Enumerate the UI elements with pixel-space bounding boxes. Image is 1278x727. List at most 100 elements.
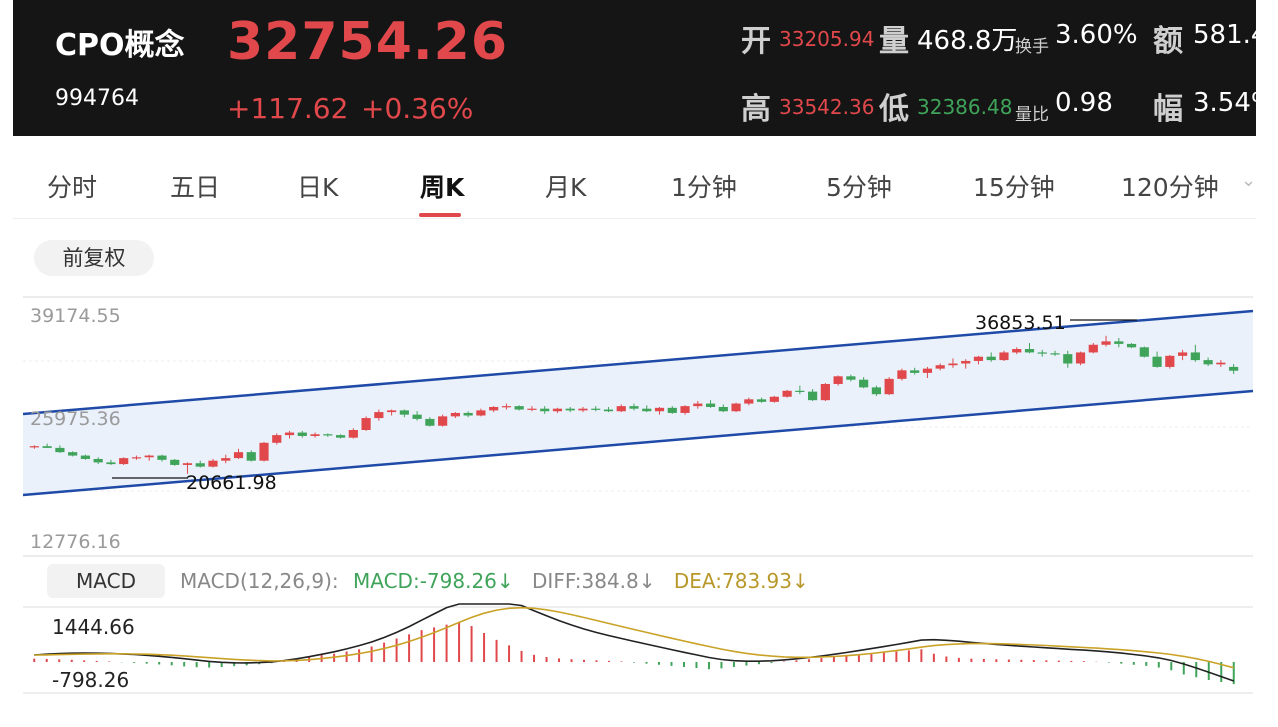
- macd-histogram: [33, 622, 1235, 685]
- chevron-down-icon[interactable]: ⌄: [1241, 170, 1257, 191]
- candle-body: [131, 457, 142, 459]
- candle-body: [654, 407, 665, 412]
- high-value: 33542.36: [779, 95, 875, 119]
- candle-body: [195, 463, 205, 467]
- candle-body: [629, 406, 639, 409]
- candle-body: [935, 365, 945, 369]
- candle-body: [1088, 344, 1098, 353]
- candle-body: [999, 352, 1009, 361]
- axis-label-mid: 25975.36: [30, 408, 121, 430]
- candle-body: [616, 406, 626, 412]
- candle-body: [527, 408, 537, 410]
- price-change: +117.62: [227, 92, 349, 125]
- low-annotation: 20661.98: [186, 472, 277, 494]
- high-label: 高: [741, 92, 771, 127]
- candle-body: [769, 396, 779, 402]
- open-label: 开: [741, 24, 771, 59]
- candle-body: [55, 447, 65, 453]
- price-change-pct: +0.36%: [361, 92, 474, 125]
- candlesticks: [29, 335, 1239, 474]
- tab-five-day[interactable]: 五日: [170, 173, 221, 202]
- candle-body: [859, 379, 869, 388]
- candle-body: [438, 416, 448, 426]
- candle-body: [591, 408, 601, 410]
- candle-body: [221, 458, 231, 461]
- macd-axis-top: 1444.66: [52, 615, 135, 639]
- candle-body: [910, 370, 920, 373]
- candle-body: [820, 383, 830, 401]
- candle-body: [489, 406, 499, 411]
- candle-body: [233, 452, 244, 459]
- tab-15-minute[interactable]: 15分钟: [973, 173, 1055, 202]
- candle-body: [795, 390, 805, 392]
- price-adjust-button[interactable]: 前复权: [34, 240, 154, 276]
- candle-body: [986, 356, 996, 361]
- candle-body: [412, 414, 422, 419]
- macd-indicator-button[interactable]: MACD: [47, 564, 165, 598]
- period-tabs: 分时 五日 日K 周K 月K 1分钟 5分钟 15分钟 120分钟 ⌄: [13, 150, 1256, 219]
- candle-body: [80, 455, 91, 459]
- candle-body: [93, 458, 103, 463]
- candle-body: [1165, 355, 1175, 367]
- candle-body: [476, 410, 486, 416]
- candle-body: [718, 406, 728, 412]
- tab-daily-k[interactable]: 日K: [297, 173, 339, 202]
- candle-body: [106, 462, 116, 465]
- volume-ratio-value: 0.98: [1055, 88, 1113, 118]
- candle-body: [897, 370, 907, 379]
- tab-intraday[interactable]: 分时: [47, 173, 98, 202]
- tab-5-minute[interactable]: 5分钟: [826, 173, 892, 202]
- trend-channel-upper: [22, 309, 1254, 416]
- candle-body: [1177, 352, 1188, 356]
- tab-monthly-k[interactable]: 月K: [545, 173, 587, 202]
- candle-body: [463, 412, 473, 416]
- candle-body: [642, 408, 652, 412]
- candle-body: [272, 435, 282, 443]
- candle-body: [119, 458, 129, 465]
- tab-weekly-k[interactable]: 周K: [420, 173, 465, 202]
- candle-body: [846, 376, 856, 380]
- quote-header: CPO概念 994764 32754.26 +117.62 +0.36% 开 3…: [13, 0, 1256, 136]
- candle-body: [361, 418, 371, 430]
- macd-params: MACD(12,26,9):: [180, 569, 339, 593]
- candle-body: [310, 434, 320, 436]
- right-margin: [1256, 0, 1278, 727]
- candle-body: [501, 406, 512, 408]
- volume-label: 量: [879, 24, 909, 59]
- candle-body: [259, 442, 269, 461]
- last-price: 32754.26: [227, 12, 509, 72]
- candle-body: [578, 408, 588, 411]
- trend-channel-fill: [23, 311, 1253, 495]
- candle-body: [425, 418, 435, 426]
- candle-body: [1152, 356, 1162, 367]
- candle-body: [756, 399, 767, 402]
- candle-body: [1229, 366, 1239, 371]
- tab-1-minute[interactable]: 1分钟: [671, 173, 737, 202]
- turnover-value: 3.60%: [1055, 20, 1138, 50]
- candle-body: [667, 407, 677, 413]
- volume-value: 468.8万: [917, 26, 1018, 56]
- candle-body: [948, 363, 958, 366]
- candle-body: [208, 460, 218, 467]
- candle-body: [1024, 349, 1035, 353]
- candle-body: [157, 455, 167, 460]
- candle-body: [552, 408, 563, 412]
- macd-diff-line: [34, 603, 1235, 682]
- candle-body: [603, 409, 614, 412]
- candle-body: [514, 406, 524, 410]
- candle-body: [731, 403, 741, 412]
- amplitude-label: 幅: [1153, 92, 1183, 127]
- tab-120-minute[interactable]: 120分钟: [1121, 173, 1219, 202]
- candle-body: [961, 360, 971, 364]
- candle-body: [871, 387, 881, 395]
- candle-body: [1190, 352, 1200, 361]
- candle-body: [833, 376, 843, 384]
- candle-body: [1075, 352, 1086, 364]
- candle-body: [348, 429, 358, 438]
- candle-body: [1126, 343, 1137, 348]
- candle-body: [565, 408, 575, 411]
- candle-body: [144, 455, 154, 458]
- candle-body: [782, 390, 792, 397]
- index-name: CPO概念: [55, 28, 185, 63]
